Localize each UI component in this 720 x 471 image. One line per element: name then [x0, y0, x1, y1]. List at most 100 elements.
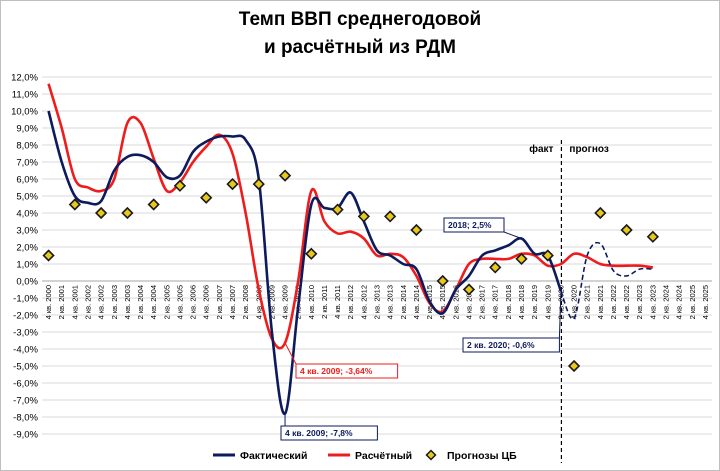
y-tick-label: 6,0% [16, 175, 38, 186]
y-tick-label: -3,0% [13, 328, 38, 339]
legend-label: Фактический [240, 450, 307, 462]
cb-forecast-point [646, 230, 660, 243]
y-tick-label: -8,0% [13, 413, 38, 424]
x-tick-label: 2 кв. 2008 [241, 285, 250, 319]
x-tick-label: 2 кв. 2014 [399, 285, 408, 319]
x-tick-label: 4 кв. 2025 [701, 285, 710, 319]
x-tick-label: 2 кв. 2016 [451, 285, 460, 319]
x-tick-label: 4 кв. 2015 [438, 285, 447, 319]
y-tick-label: 0,0% [16, 277, 38, 288]
cb-forecast-point [121, 206, 134, 220]
x-tick-label: 2 кв. 2004 [136, 285, 145, 319]
y-tick-label: 4,0% [16, 209, 38, 220]
x-tick-label: 4 кв. 2024 [675, 285, 684, 319]
forecast-label: прогноз [569, 144, 608, 155]
annotation-leader [558, 291, 562, 339]
y-tick-label: 2,0% [16, 243, 38, 254]
cb-forecast-point [410, 223, 423, 237]
annotation-leader [284, 342, 297, 365]
x-tick-label: 2 кв. 2007 [215, 285, 224, 319]
y-tick-label: -7,0% [13, 396, 38, 407]
y-tick-label: 12,0% [11, 73, 38, 84]
y-tick-label: 9,0% [16, 124, 38, 135]
cb-forecast-point [278, 169, 292, 182]
cb-forecast-point [620, 223, 633, 237]
cb-forecast-point [200, 191, 213, 204]
x-tick-label: 2 кв. 2006 [189, 285, 198, 319]
x-tick-label: 4 кв. 2019 [543, 285, 552, 319]
y-tick-label: 7,0% [16, 158, 38, 169]
annotations: 4 кв. 2009; -3,64% 4 кв. 2009; -7,8% 2018;… [280, 217, 562, 441]
x-tick-label: 4 кв. 2022 [622, 285, 631, 319]
x-tick-label: 4 кв. 2005 [175, 285, 184, 319]
cb-forecast-point [489, 261, 502, 274]
x-tick-label: 4 кв. 2004 [149, 285, 158, 319]
series-line-actual [47, 110, 563, 415]
x-tick-label: 4 кв. 2018 [517, 285, 526, 319]
x-tick-label: 2 кв. 2024 [662, 285, 671, 319]
cb-forecast-point [436, 274, 449, 288]
x-tick-label: 4 кв. 2021 [596, 285, 605, 319]
annotation-text: 2018; 2,5% [448, 220, 492, 230]
x-tick-label: 4 кв. 2009 [281, 285, 290, 319]
cb-forecast-point [357, 210, 370, 223]
annotation-text: 4 кв. 2009; -3,64% [300, 366, 373, 376]
x-tick-label: 2 кв. 2023 [635, 285, 644, 319]
x-tick-label: 2 кв. 2012 [346, 285, 355, 319]
x-tick-label: 4 кв. 2017 [491, 285, 500, 319]
x-tick-label: 4 кв. 2020 [570, 285, 579, 319]
y-tick-label: -6,0% [13, 379, 38, 390]
x-tick-label: 2 кв. 2003 [110, 285, 119, 319]
legend-label: Расчётный [355, 450, 412, 462]
x-tick-label: 4 кв. 2002 [97, 285, 106, 319]
y-tick-label: -2,0% [13, 311, 38, 322]
cb-forecast-point [331, 203, 344, 216]
fact-forecast-zone: факт прогноз [529, 140, 609, 463]
annotation-box [295, 363, 399, 379]
cb-forecast-point [515, 252, 528, 266]
legend: Фактический Расчётный Прогнозы ЦБ [213, 449, 517, 462]
x-tick-label: 4 кв. 2008 [254, 285, 263, 319]
x-tick-label: 2 кв. 2022 [609, 285, 618, 319]
x-tick-label: 2 кв. 2025 [688, 285, 697, 319]
y-tick-label: 5,0% [16, 192, 38, 203]
x-tick-label: 4 кв. 2007 [228, 285, 237, 319]
y-tick-label: 3,0% [16, 226, 38, 237]
cb-forecast-point [305, 247, 318, 260]
cb-forecast-point [94, 206, 108, 220]
fact-label: факт [529, 143, 553, 155]
series-line-actual-forecast [560, 241, 653, 320]
cb-forecast-point [42, 249, 55, 262]
x-tick-label: 2 кв. 2017 [478, 285, 487, 319]
x-tick-label: 4 кв. 2023 [648, 285, 657, 319]
y-tick-label: 1,0% [16, 260, 38, 271]
x-tick-label: 4 кв. 2016 [464, 285, 473, 319]
cb-forecast-point [147, 198, 160, 211]
x-tick-label: 2 кв. 2021 [583, 285, 592, 319]
x-tick-label: 4 кв. 2013 [386, 285, 395, 319]
x-tick-label: 4 кв. 2014 [412, 285, 421, 319]
cb-forecast-point [68, 198, 81, 211]
y-tick-label: -1,0% [13, 294, 38, 305]
y-tick-label: 11,0% [12, 90, 39, 101]
x-tick-label: 2 кв. 2005 [162, 285, 171, 319]
x-tick-label: 4 кв. 2012 [359, 285, 368, 319]
cb-forecast-point [252, 177, 265, 191]
x-tick-label: 4 кв. 2010 [307, 285, 316, 319]
chart-title-line-1: Темп ВВП среднегодовой [238, 9, 482, 30]
annotation-box [443, 217, 505, 233]
x-tick-label: 4 кв. 2003 [123, 285, 132, 319]
x-tick-label: 4 кв. 2011 [333, 285, 342, 319]
cb-forecast-point [173, 179, 187, 192]
x-tick-label: 2 кв. 2019 [530, 285, 539, 319]
annotation-box [280, 425, 378, 441]
chart-title-line-2: и расчётный из РДМ [263, 37, 456, 58]
cb-forecast-point [462, 283, 476, 296]
x-tick-label: 4 кв. 2001 [70, 285, 79, 319]
series-line-calculated [47, 83, 654, 350]
grid-lines [42, 76, 712, 435]
x-tick-label: 2 кв. 2011 [320, 285, 329, 319]
x-tick-label: 2 кв. 2013 [373, 285, 382, 319]
x-tick-label: 4 кв. 2006 [202, 285, 211, 319]
